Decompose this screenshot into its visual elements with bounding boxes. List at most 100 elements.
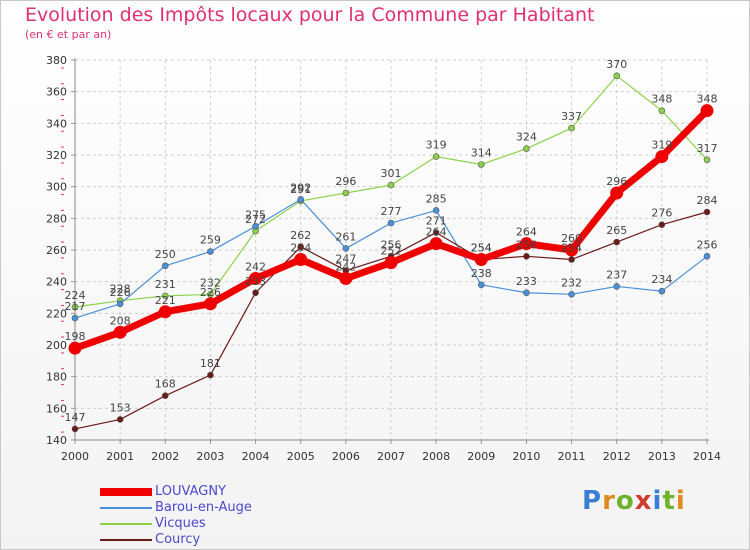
y-tick-label: 380 xyxy=(46,54,67,67)
x-tick-label: 2003 xyxy=(196,450,224,463)
data-label-vicques: 337 xyxy=(561,110,582,123)
data-label-vicques: 224 xyxy=(65,289,86,302)
data-point-barou-en-auge xyxy=(161,262,169,270)
logo-letter: r xyxy=(602,486,616,516)
data-point-vicques xyxy=(432,153,440,160)
data-point-vicques xyxy=(568,124,575,132)
data-label-barou-en-auge: 226 xyxy=(110,286,131,299)
legend-swatch-courcy xyxy=(100,539,152,541)
data-label-vicques: 319 xyxy=(426,139,447,152)
legend-label-vicques: Vicques xyxy=(155,516,206,531)
y-tick-label: 320 xyxy=(46,149,67,162)
data-point-louvagny xyxy=(249,272,263,285)
data-label-louvagny: 252 xyxy=(381,245,402,258)
data-label-louvagny: 319 xyxy=(651,139,672,152)
data-label-courcy: 265 xyxy=(606,224,627,237)
data-label-vicques: 291 xyxy=(290,183,311,196)
data-point-louvagny xyxy=(113,325,127,339)
data-label-barou-en-auge: 259 xyxy=(200,234,221,247)
data-point-courcy xyxy=(658,221,666,228)
data-point-courcy xyxy=(71,425,79,433)
x-tick-label: 2002 xyxy=(151,450,179,463)
data-label-courcy: 247 xyxy=(335,253,356,266)
y-tick-label: 140 xyxy=(46,434,67,447)
data-point-barou-en-auge xyxy=(658,287,666,295)
logo-letter: P xyxy=(582,486,603,516)
data-point-vicques xyxy=(523,145,530,152)
y-tick-label: 200 xyxy=(46,339,67,352)
data-point-courcy xyxy=(297,243,305,251)
x-tick-label: 2011 xyxy=(558,450,586,463)
data-point-courcy xyxy=(613,238,621,246)
legend-swatch-louvagny xyxy=(100,488,152,496)
data-point-barou-en-auge xyxy=(568,291,575,298)
data-label-louvagny: 348 xyxy=(697,93,718,106)
data-label-louvagny: 242 xyxy=(335,261,356,274)
data-point-vicques xyxy=(477,161,485,168)
data-point-courcy xyxy=(568,256,575,263)
data-label-barou-en-auge: 277 xyxy=(381,205,402,218)
x-tick-label: 2008 xyxy=(422,450,450,463)
data-point-courcy xyxy=(207,371,214,379)
legend-swatch-vicques xyxy=(100,523,152,525)
x-tick-label: 2013 xyxy=(648,450,676,463)
data-label-barou-en-auge: 256 xyxy=(697,238,718,251)
data-point-louvagny xyxy=(655,150,669,164)
data-label-barou-en-auge: 233 xyxy=(516,275,537,288)
data-point-barou-en-auge xyxy=(342,245,350,252)
y-tick-label: 360 xyxy=(46,86,67,99)
data-point-courcy xyxy=(252,289,259,297)
data-point-louvagny xyxy=(519,237,533,251)
data-label-barou-en-auge: 232 xyxy=(561,276,582,289)
data-label-louvagny: 264 xyxy=(516,226,537,239)
x-tick-label: 2012 xyxy=(603,450,631,463)
legend-swatch-barou xyxy=(100,507,152,509)
x-tick-label: 2014 xyxy=(693,450,721,463)
data-label-courcy: 276 xyxy=(651,207,672,220)
data-point-louvagny xyxy=(68,341,82,355)
data-point-barou-en-auge xyxy=(432,207,440,214)
chart-title: Evolution des Impôts locaux pour la Comm… xyxy=(25,4,595,26)
y-tick-label: 220 xyxy=(46,307,67,320)
logo-letter: i xyxy=(675,486,686,516)
data-point-barou-en-auge xyxy=(297,196,305,203)
x-tick-label: 2006 xyxy=(332,450,360,463)
y-tick-label: 240 xyxy=(46,276,67,289)
data-label-courcy: 256 xyxy=(381,238,402,251)
data-point-barou-en-auge xyxy=(523,289,530,297)
x-tick-label: 2007 xyxy=(377,450,405,463)
x-tick-label: 2009 xyxy=(467,450,495,463)
data-label-courcy: 233 xyxy=(245,275,266,288)
data-label-vicques: 324 xyxy=(516,131,537,144)
data-label-barou-en-auge: 250 xyxy=(155,248,176,261)
data-label-courcy: 147 xyxy=(65,411,86,424)
data-label-barou-en-auge: 261 xyxy=(335,230,356,243)
data-point-barou-en-auge xyxy=(207,248,214,255)
data-label-louvagny: 226 xyxy=(200,286,221,299)
data-point-barou-en-auge xyxy=(252,222,259,230)
y-tick-label: 340 xyxy=(46,117,67,130)
logo-letter: i xyxy=(652,486,663,516)
data-point-louvagny xyxy=(384,256,398,270)
x-tick-label: 2004 xyxy=(242,450,270,463)
data-point-vicques xyxy=(703,156,711,164)
data-label-louvagny: 208 xyxy=(110,314,131,327)
data-point-louvagny xyxy=(203,297,217,311)
data-label-courcy: 168 xyxy=(155,378,176,391)
data-label-louvagny: 296 xyxy=(606,175,627,188)
y-tick-label: 260 xyxy=(46,244,67,257)
y-tick-label: 280 xyxy=(46,212,67,225)
data-point-louvagny xyxy=(339,272,353,285)
data-point-courcy xyxy=(161,392,169,399)
data-label-louvagny: 254 xyxy=(471,242,492,255)
chart-subtitle: (en € et par an) xyxy=(25,28,112,41)
data-label-barou-en-auge: 285 xyxy=(426,192,447,205)
data-point-louvagny xyxy=(429,237,443,251)
data-label-vicques: 272 xyxy=(245,213,266,226)
data-point-vicques xyxy=(387,181,395,189)
data-label-courcy: 153 xyxy=(110,401,131,414)
data-label-louvagny: 254 xyxy=(290,242,311,255)
proxiti-logo: Proxiti xyxy=(582,486,686,516)
data-label-vicques: 232 xyxy=(200,276,221,289)
data-label-louvagny: 242 xyxy=(245,261,266,274)
